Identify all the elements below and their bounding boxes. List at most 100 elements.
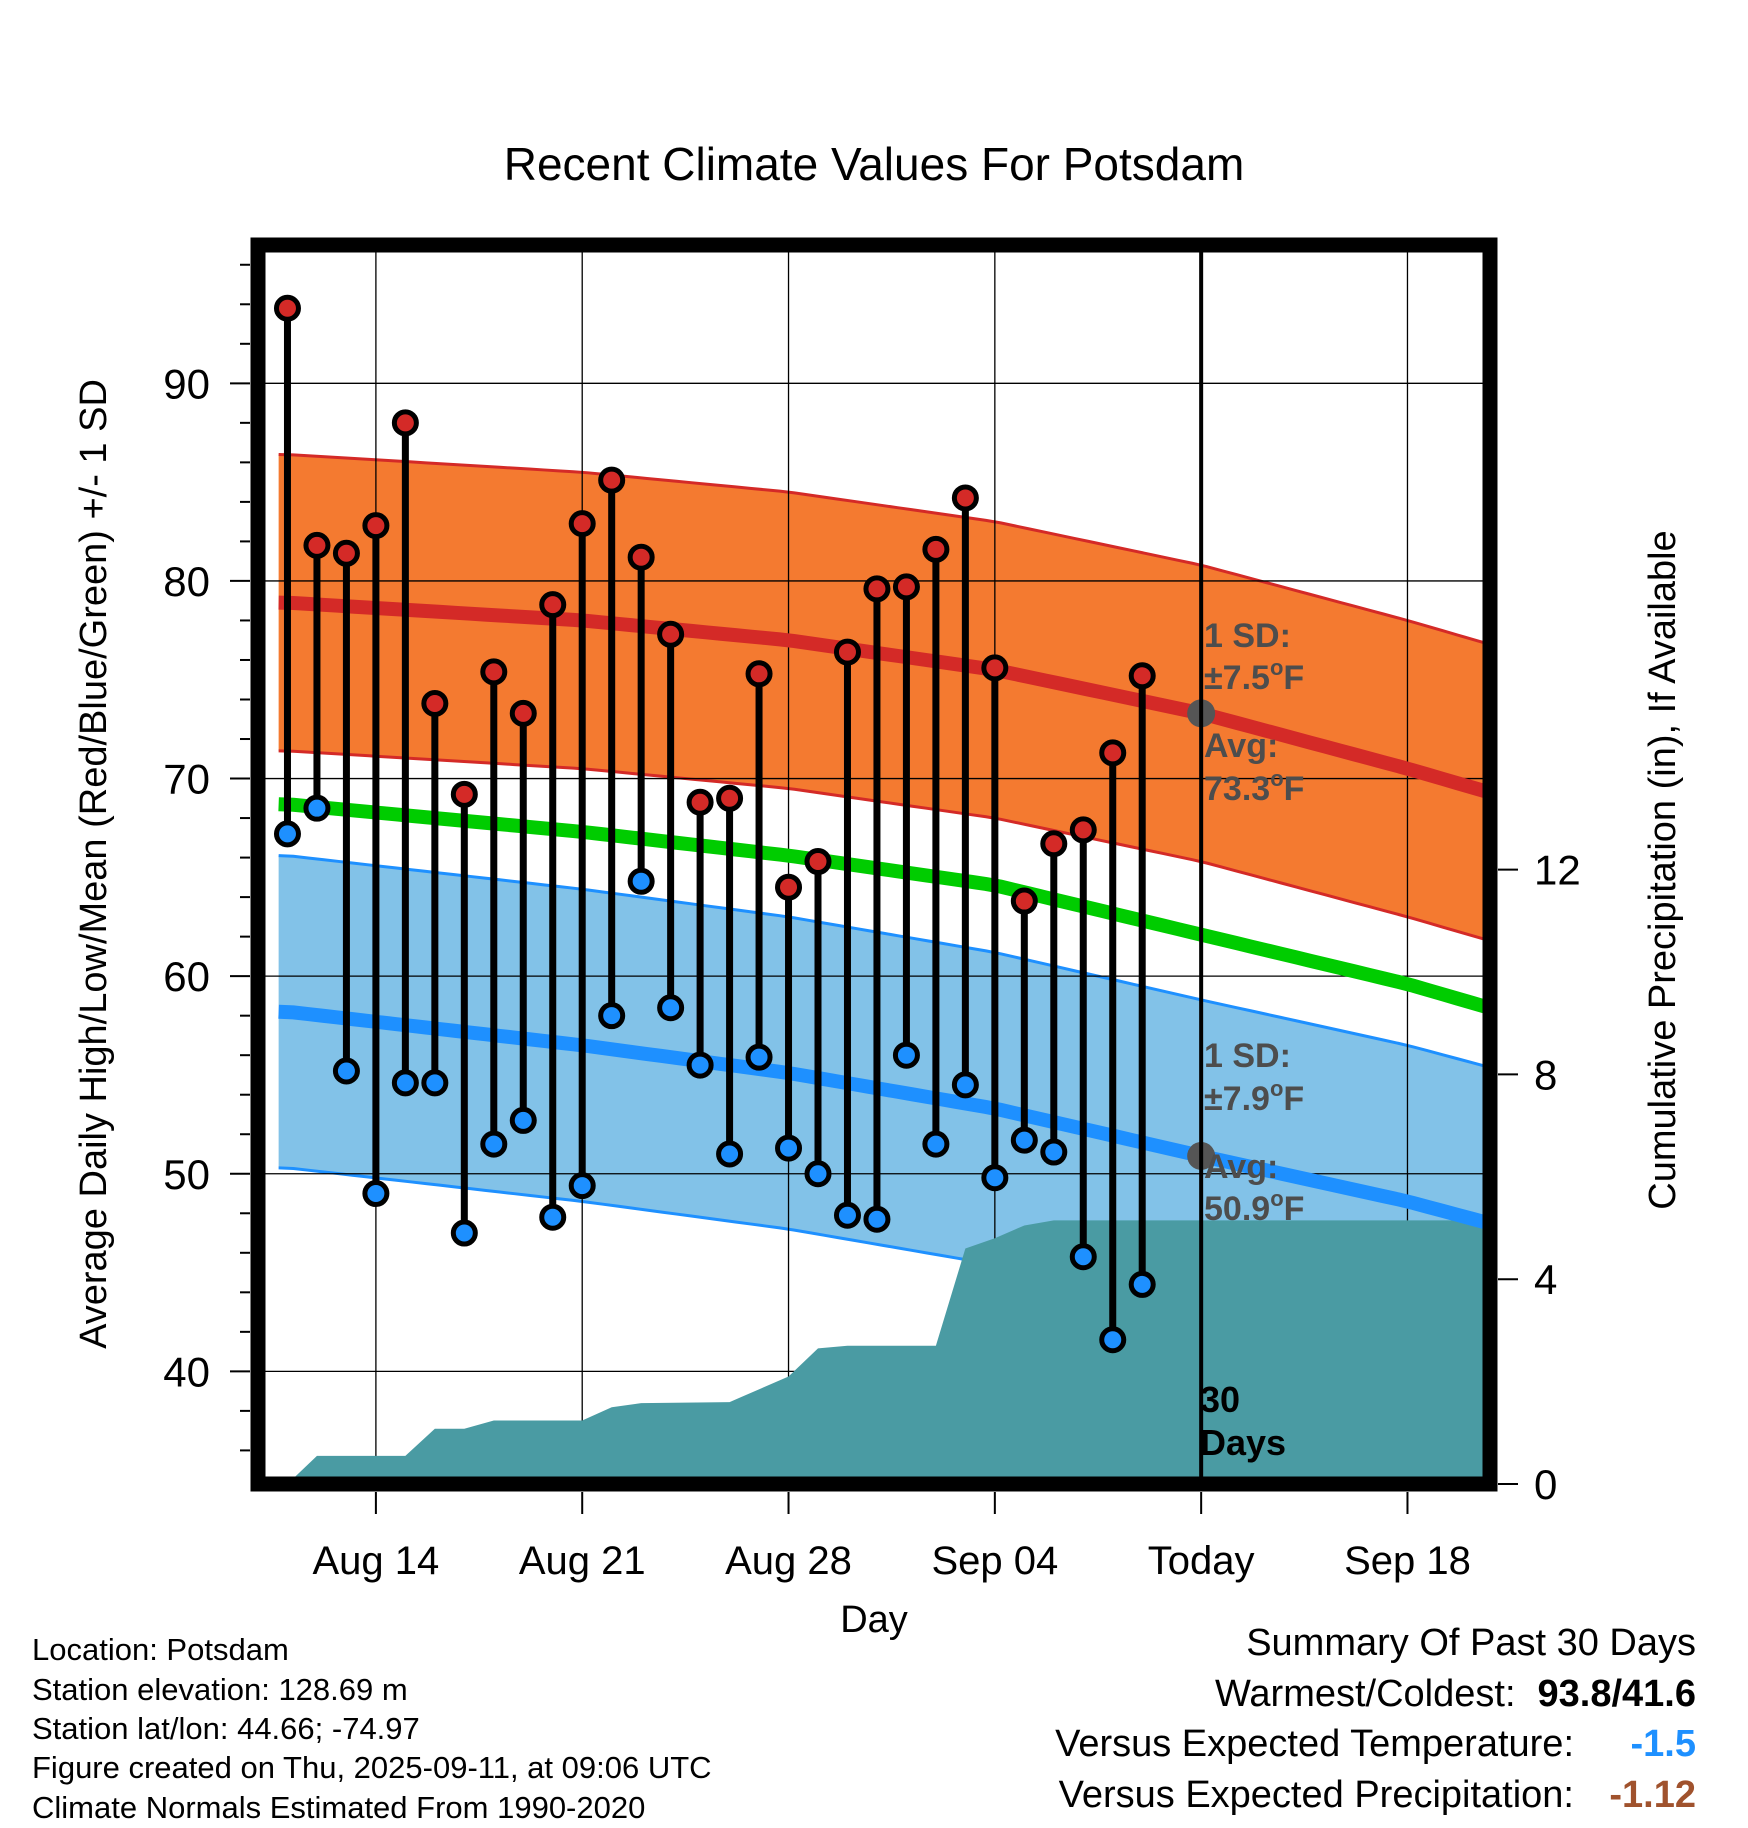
y-tick-label: 80 bbox=[163, 558, 210, 605]
daily-high-point bbox=[804, 848, 832, 876]
daily-low-point bbox=[922, 1130, 950, 1158]
y-tick-label: 90 bbox=[163, 360, 210, 407]
low-avg-value: 50.9oF bbox=[1204, 1186, 1304, 1228]
daily-low-point bbox=[1040, 1138, 1068, 1166]
y2-axis-label: Cumulative Precipitation (in), If Availa… bbox=[1642, 530, 1684, 1209]
normal-mean-line bbox=[278, 797, 1490, 1014]
precip-days-number: 30 bbox=[1200, 1379, 1240, 1420]
daily-low-point bbox=[332, 1057, 360, 1085]
daily-high-point bbox=[686, 788, 714, 816]
daily-high-point bbox=[598, 466, 626, 494]
warmest-coldest-value: 93.8/41.6 bbox=[1537, 1673, 1696, 1715]
summary-warmest-coldest: Warmest/Coldest: 93.8/41.6 bbox=[1215, 1673, 1696, 1716]
chart-title: Recent Climate Values For Potsdam bbox=[504, 138, 1245, 190]
daily-low-point bbox=[745, 1043, 773, 1071]
high-sd-label: 1 SD: bbox=[1204, 617, 1291, 655]
footer-location: Location: Potsdam bbox=[32, 1632, 289, 1667]
daily-high-point bbox=[362, 512, 390, 540]
daily-high-point bbox=[1040, 830, 1068, 858]
footer-latlon: Station lat/lon: 44.66; -74.97 bbox=[32, 1711, 420, 1746]
precip-days-word: Days bbox=[1200, 1422, 1286, 1463]
precipitation-area bbox=[287, 1220, 1490, 1484]
daily-high-point bbox=[775, 873, 803, 901]
x-tick-label: Aug 28 bbox=[725, 1539, 852, 1583]
daily-high-point bbox=[1010, 887, 1038, 915]
daily-high-point bbox=[951, 484, 979, 512]
daily-low-point bbox=[362, 1180, 390, 1208]
y-tick-label: 60 bbox=[163, 953, 210, 1000]
warmest-coldest-label: Warmest/Coldest: bbox=[1214, 1673, 1516, 1715]
x-tick-label: Aug 14 bbox=[313, 1539, 440, 1583]
daily-high-point bbox=[1069, 816, 1097, 844]
temp-value: -1.5 bbox=[1630, 1723, 1696, 1765]
daily-low-point bbox=[539, 1203, 567, 1231]
temp-label: Versus Expected Temperature: bbox=[1055, 1723, 1574, 1765]
daily-low-point bbox=[833, 1201, 861, 1229]
low-sd-upper-edge bbox=[278, 854, 1488, 1069]
footer-elevation: Station elevation: 128.69 m bbox=[32, 1672, 408, 1707]
daily-low-point bbox=[716, 1140, 744, 1168]
daily-low-point bbox=[1010, 1126, 1038, 1154]
daily-low-point bbox=[1069, 1243, 1097, 1271]
high-sd-value: ±7.5oF bbox=[1204, 655, 1304, 697]
high-sd-lower-edge bbox=[278, 749, 1488, 942]
footer-created: Figure created on Thu, 2025-09-11, at 09… bbox=[32, 1750, 712, 1785]
y2-tick-label: 0 bbox=[1534, 1461, 1557, 1508]
daily-low-point bbox=[303, 794, 331, 822]
daily-low-point bbox=[951, 1071, 979, 1099]
daily-low-point bbox=[1128, 1270, 1156, 1298]
summary-title: Summary Of Past 30 Days bbox=[1246, 1622, 1696, 1664]
high-sd-upper-edge bbox=[278, 452, 1488, 646]
daily-low-point bbox=[480, 1130, 508, 1158]
precip-label: Versus Expected Precipitation: bbox=[1058, 1774, 1574, 1816]
daily-low-point bbox=[450, 1219, 478, 1247]
daily-low-point bbox=[775, 1134, 803, 1162]
daily-high-point bbox=[303, 531, 331, 559]
daily-high-point bbox=[627, 543, 655, 571]
high-avg-value: 73.3oF bbox=[1204, 766, 1304, 808]
y-tick-label: 50 bbox=[163, 1151, 210, 1198]
daily-low-point bbox=[391, 1069, 419, 1097]
daily-low-point bbox=[804, 1160, 832, 1188]
low-avg-label: Avg: bbox=[1204, 1148, 1278, 1186]
precip-value: -1.12 bbox=[1609, 1774, 1696, 1816]
x-tick-label: Today bbox=[1148, 1539, 1255, 1583]
daily-low-point bbox=[598, 1002, 626, 1030]
daily-high-point bbox=[922, 535, 950, 563]
x-tick-label: Sep 18 bbox=[1344, 1539, 1471, 1583]
daily-high-point bbox=[539, 591, 567, 619]
daily-high-point bbox=[892, 573, 920, 601]
x-tick-label: Sep 04 bbox=[931, 1539, 1058, 1583]
high-avg-label: Avg: bbox=[1204, 727, 1278, 765]
low-sd-label: 1 SD: bbox=[1204, 1037, 1291, 1075]
x-axis-label: Day bbox=[840, 1599, 908, 1641]
y2-tick-label: 8 bbox=[1534, 1051, 1557, 1098]
daily-high-point bbox=[273, 294, 301, 322]
daily-low-point bbox=[686, 1051, 714, 1079]
low-sd-value: ±7.9oF bbox=[1204, 1076, 1304, 1118]
y-tick-label: 40 bbox=[163, 1348, 210, 1395]
y-tick-label: 70 bbox=[163, 756, 210, 803]
daily-high-point bbox=[657, 620, 685, 648]
daily-high-point bbox=[391, 409, 419, 437]
daily-low-point bbox=[657, 994, 685, 1022]
summary-precip: Versus Expected Precipitation: -1.12 bbox=[1059, 1774, 1696, 1817]
daily-high-point bbox=[863, 575, 891, 603]
daily-high-point bbox=[450, 780, 478, 808]
x-tick-label: Aug 21 bbox=[519, 1539, 646, 1583]
y-axis-label: Average Daily High/Low/Mean (Red/Blue/Gr… bbox=[73, 379, 115, 1349]
daily-low-point bbox=[892, 1041, 920, 1069]
daily-high-point bbox=[833, 638, 861, 666]
plot-frame bbox=[250, 237, 1498, 1492]
daily-low-point bbox=[273, 820, 301, 848]
normal-high-line bbox=[278, 595, 1490, 799]
daily-high-point bbox=[716, 784, 744, 812]
daily-high-point bbox=[568, 510, 596, 538]
daily-high-point bbox=[981, 654, 1009, 682]
daily-low-point bbox=[863, 1205, 891, 1233]
daily-low-point bbox=[568, 1172, 596, 1200]
daily-high-point bbox=[421, 689, 449, 717]
daily-high-point bbox=[332, 539, 360, 567]
daily-high-point bbox=[509, 699, 537, 727]
